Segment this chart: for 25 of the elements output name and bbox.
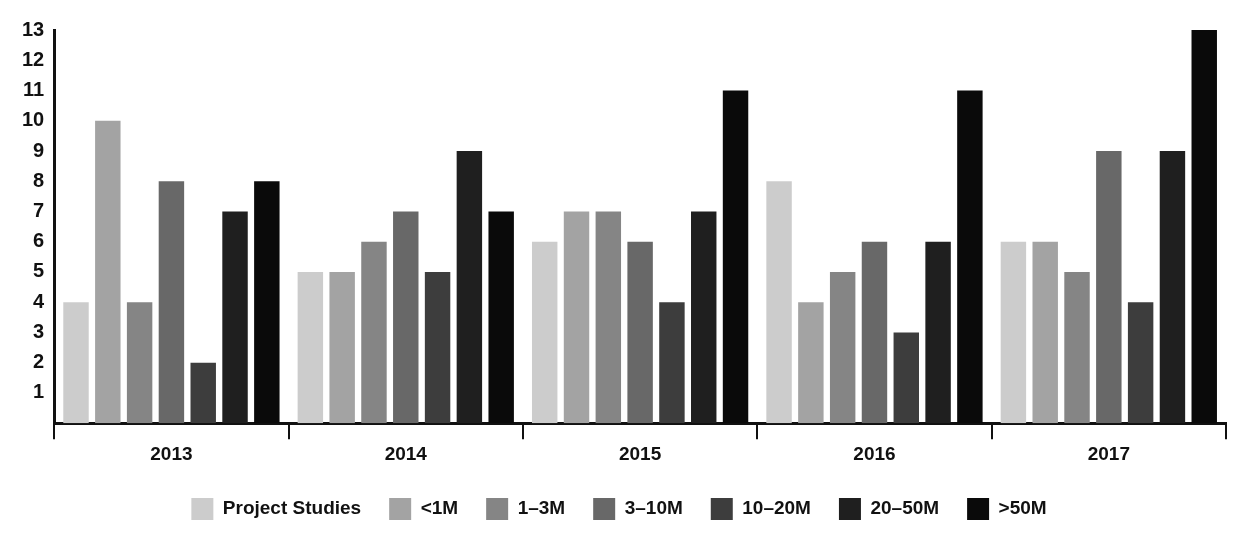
y-tick-label: 10	[22, 108, 45, 131]
y-tick-label: 2	[33, 350, 45, 373]
y-tick-label: 3	[33, 319, 45, 342]
legend-label: >50M	[998, 497, 1047, 519]
x-tick-label: 2015	[618, 442, 662, 464]
x-tick-label: 2014	[384, 442, 428, 464]
legend-label: Project Studies	[222, 497, 362, 519]
y-tick-label: 8	[33, 168, 45, 191]
legend-label: <1M	[420, 497, 459, 519]
y-tick-label: 12	[22, 47, 45, 70]
y-tick-label: 5	[33, 259, 45, 282]
y-tick-label: 4	[33, 289, 46, 312]
legend-label: 1–3M	[517, 497, 566, 519]
y-tick-label: 6	[33, 229, 45, 252]
legend-label: 10–20M	[742, 497, 811, 519]
y-tick-label: 7	[33, 198, 45, 221]
y-tick-label: 1	[33, 380, 45, 403]
x-tick-label: 2016	[853, 442, 896, 464]
y-tick-label: 9	[33, 138, 45, 161]
y-tick-label: 13	[22, 17, 45, 40]
x-tick-label: 2013	[150, 442, 193, 464]
legend-label: 20–50M	[870, 497, 940, 519]
y-tick-label: 11	[23, 78, 45, 101]
legend-label: 3–10M	[624, 497, 683, 519]
x-tick-label: 2017	[1087, 442, 1130, 464]
